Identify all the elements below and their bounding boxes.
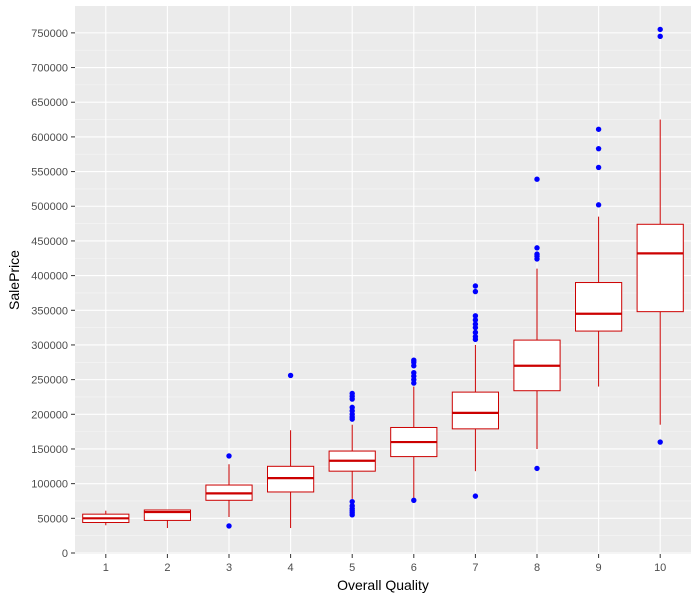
x-tick-label: 2 (164, 562, 170, 574)
outlier-point (349, 416, 355, 422)
x-axis-title: Overall Quality (337, 577, 429, 593)
iqr-box (636, 223, 684, 313)
outlier-point (595, 126, 602, 132)
y-axis: 0 50000 100000 150000 200000 250000 300000 3500… (31, 28, 75, 560)
box-quality-5 (328, 390, 376, 518)
outlier-point (226, 523, 232, 529)
outlier-point (472, 329, 479, 336)
x-tick-label: 6 (411, 562, 417, 574)
box-series (82, 26, 684, 529)
outlier-point (534, 465, 540, 472)
outlier-point (349, 498, 355, 505)
y-tick-label: 100000 (31, 479, 68, 491)
box-quality-3 (205, 453, 253, 529)
outlier-point (657, 439, 663, 445)
outlier-point (411, 497, 417, 503)
outlier-point (226, 453, 232, 459)
outlier-point (349, 396, 355, 402)
outlier-point (534, 256, 540, 262)
outlier-point (472, 283, 479, 289)
outlier-point (287, 372, 294, 379)
y-tick-label: 300000 (31, 340, 68, 352)
x-tick-label: 8 (534, 562, 540, 574)
y-tick-label: 150000 (31, 444, 68, 456)
outlier-point (534, 245, 540, 251)
x-axis: 1 2 3 4 5 6 7 8 9 10 (103, 554, 666, 574)
box-quality-1 (82, 510, 130, 526)
box-quality-6 (390, 357, 438, 503)
box-quality-10 (636, 26, 684, 445)
outlier-point (472, 288, 479, 295)
iqr-box (143, 509, 192, 521)
box-quality-8 (513, 176, 561, 472)
y-tick-label: 0 (62, 548, 68, 560)
outlier-point (595, 145, 602, 152)
y-tick-label: 400000 (31, 271, 68, 283)
outlier-point (657, 33, 663, 40)
outlier-point (472, 336, 479, 343)
x-tick-label: 1 (103, 562, 109, 574)
y-tick-label: 650000 (31, 97, 68, 109)
outlier-point (411, 363, 417, 369)
x-tick-label: 10 (654, 562, 666, 574)
y-tick-label: 500000 (31, 201, 68, 213)
outlier-point (472, 317, 479, 323)
y-tick-label: 550000 (31, 167, 68, 179)
outlier-point (472, 324, 479, 331)
outlier-point (472, 313, 479, 319)
y-tick-label: 200000 (31, 409, 68, 421)
outlier-point (349, 512, 355, 518)
box-quality-4 (267, 372, 315, 529)
x-tick-label: 7 (472, 562, 478, 574)
x-tick-label: 5 (349, 562, 355, 574)
outlier-point (595, 202, 602, 208)
y-axis-title: SalePrice (6, 250, 22, 310)
plot-panel (75, 6, 691, 554)
y-tick-label: 600000 (31, 132, 68, 144)
x-tick-label: 9 (596, 562, 602, 574)
outlier-point (411, 380, 417, 386)
outlier-point (657, 26, 663, 33)
x-tick-label: 3 (226, 562, 232, 574)
y-tick-label: 700000 (31, 63, 68, 75)
x-tick-label: 4 (288, 562, 294, 574)
box-quality-9 (575, 126, 623, 387)
outlier-point (534, 176, 540, 182)
iqr-box (575, 282, 623, 332)
box-quality-2 (143, 509, 192, 529)
outlier-point (595, 164, 602, 171)
minor-gridlines (75, 49, 691, 536)
box-quality-7 (451, 283, 499, 499)
y-tick-label: 450000 (31, 236, 68, 248)
iqr-box (451, 391, 499, 430)
y-tick-label: 750000 (31, 28, 68, 40)
y-tick-label: 250000 (31, 375, 68, 387)
y-tick-label: 50000 (37, 513, 68, 525)
outlier-point (472, 493, 479, 499)
y-tick-label: 350000 (31, 305, 68, 317)
